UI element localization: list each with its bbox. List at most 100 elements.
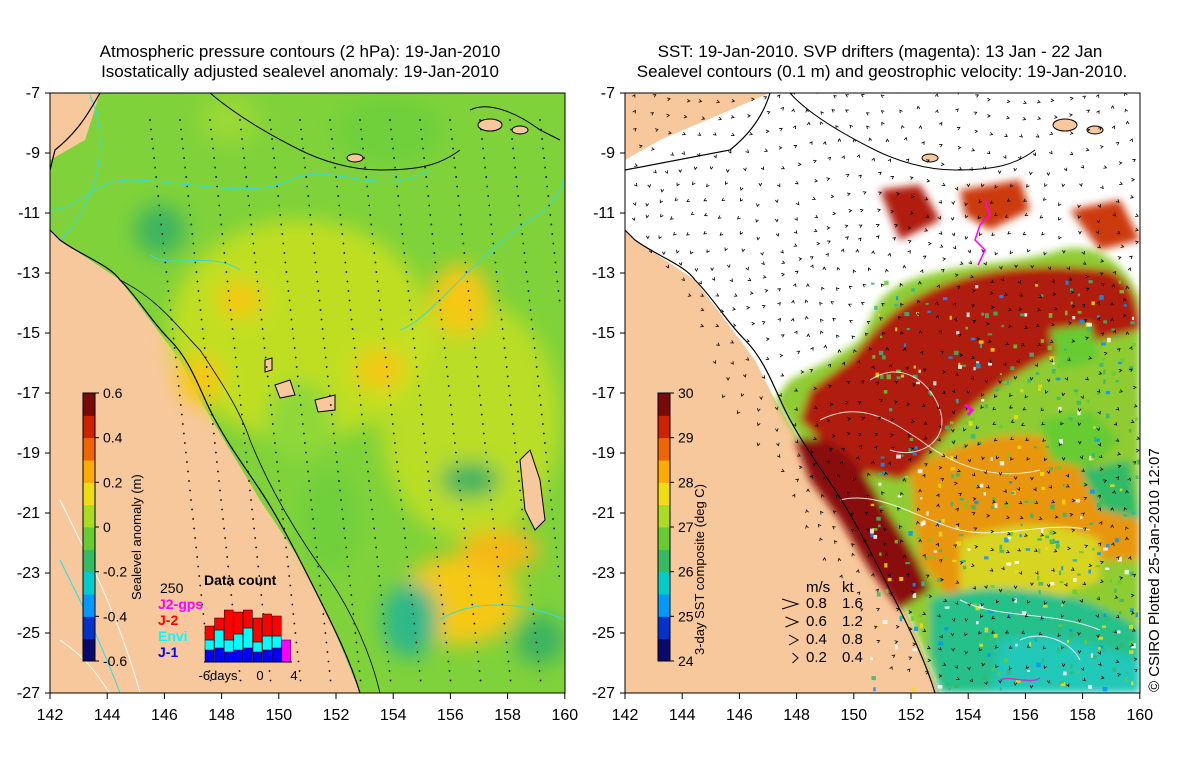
lon-tick-label: 148 (208, 707, 235, 724)
velocity-legend-ms: 0.4 (806, 631, 827, 648)
lon-tick-label: 142 (612, 707, 639, 724)
lon-tick-label: 144 (669, 707, 696, 724)
colorbar-segment (83, 549, 95, 573)
right-axes: -7 -9 -11 -13 -15 -17 -19 -21 -23 -25 -27 142 144 146… (592, 85, 1153, 724)
data-count-bar (252, 641, 263, 653)
colorbar-segment (658, 437, 670, 461)
colorbar-segment (83, 527, 95, 550)
lat-tick-label: -11 (18, 205, 40, 222)
lon-tick-label: 146 (726, 707, 753, 724)
lon-tick-label: 156 (437, 707, 464, 724)
lon-tick-label: 152 (323, 707, 350, 724)
data-count-legend-envi: Envi (158, 628, 188, 644)
lat-tick-label: -17 (592, 385, 615, 402)
lat-tick-label: -19 (17, 445, 40, 462)
svp-drifter-track (964, 403, 975, 416)
data-count-bar (271, 647, 282, 663)
colorbar-segment (658, 594, 670, 617)
velocity-legend-kt-header: kt (842, 579, 855, 596)
lat-tick-label: -9 (601, 145, 615, 162)
velocity-legend-ms-header: m/s (806, 579, 830, 596)
data-count-bar (223, 609, 234, 641)
lon-tick-label: 146 (151, 707, 178, 724)
data-count-bar (262, 649, 272, 663)
lat-tick-label: -27 (17, 685, 40, 702)
colorbar-tick-label: 0.4 (103, 430, 123, 446)
data-count-bar (223, 651, 234, 663)
lon-tick-label: 156 (1012, 707, 1039, 724)
data-count-bar (271, 615, 282, 637)
velocity-legend-arrow (781, 598, 800, 610)
colorbar-tick-label: 24 (678, 653, 694, 669)
lat-tick-label: -7 (601, 85, 615, 102)
lon-tick-label: 154 (955, 707, 982, 724)
data-count-bar (252, 651, 263, 663)
data-count-legend-j-1: J-1 (158, 644, 178, 660)
left-title-line2: Isostatically adjusted sealevel anomaly:… (101, 62, 499, 81)
lon-tick-label: 158 (494, 707, 521, 724)
lon-tick-label: 142 (37, 707, 64, 724)
lat-tick-label: -21 (17, 505, 40, 522)
velocity-legend-arrow (785, 616, 800, 628)
lat-tick-label: -13 (17, 265, 40, 282)
data-count-bar (223, 639, 234, 653)
left-axes: -7 -9 -11 -13 -15 -17 -19 -21 -23 -25 -27 142 144 146… (17, 85, 578, 724)
lat-tick-label: -25 (592, 625, 615, 642)
colorbar-segment (83, 393, 95, 416)
colorbar-segment (83, 638, 95, 662)
data-count-bar (271, 635, 282, 649)
colorbar-tick-label: 0 (103, 519, 111, 535)
colorbar-tick-label: 27 (678, 519, 694, 535)
data-count-bar (204, 639, 215, 651)
data-count-x-label: 0 (256, 668, 263, 683)
left-title-line1: Atmospheric pressure contours (2 hPa): 1… (99, 42, 501, 61)
right-title-line2: Sealevel contours (0.1 m) and geostrophi… (636, 62, 1128, 81)
copyright-text: © CSIRO Plotted 25-Jan-2010 12:07 (1146, 448, 1163, 692)
colorbar-tick-label: -0.2 (103, 564, 127, 580)
left-anomaly-patches (135, 95, 565, 665)
lon-tick-label: 150 (840, 707, 867, 724)
velocity-legend-ms: 0.6 (806, 613, 827, 630)
lat-tick-label: -27 (592, 685, 615, 702)
colorbar-segment (658, 504, 670, 528)
right-coastline (625, 93, 936, 693)
colorbar-tick-label: -0.6 (103, 653, 127, 669)
lat-tick-label: -19 (592, 445, 615, 462)
velocity-legend-arrow (788, 634, 800, 646)
lon-tick-label: 158 (1069, 707, 1096, 724)
colorbar-segment (658, 638, 670, 662)
velocity-legend-arrow (792, 652, 799, 664)
colorbar-segment (658, 482, 670, 506)
data-count-bar (252, 617, 263, 643)
right-map (625, 93, 1140, 693)
data-count-legend-j-2: J-2 (158, 612, 178, 628)
data-count-bar (233, 611, 244, 635)
colorbar-segment (658, 527, 670, 550)
colorbar-segment (83, 616, 95, 640)
colorbar-tick-label: 30 (678, 385, 694, 401)
lat-tick-label: -23 (592, 565, 615, 582)
data-count-title: Data count (204, 572, 277, 588)
colorbar-segment (658, 415, 670, 439)
lat-tick-label: -23 (17, 565, 40, 582)
sst-colorbar: 30 29 28 27 26 25 24 (657, 385, 694, 669)
data-count-bar (214, 647, 224, 663)
velocity-legend-kt: 0.4 (842, 649, 863, 666)
data-count-bar (233, 633, 244, 651)
data-count-bar (262, 613, 272, 637)
lon-tick-label: 160 (551, 707, 578, 724)
lat-tick-label: -21 (592, 505, 615, 522)
data-count-bar (214, 629, 224, 649)
velocity-legend-kt: 0.8 (842, 631, 863, 648)
lat-tick-label: -15 (592, 325, 615, 342)
velocity-legend-ms: 0.2 (806, 649, 827, 666)
data-count-bar (204, 625, 215, 641)
velocity-legend: m/s kt 0.8 1.60.6 1.20.4 0.80.2 0.4 (781, 579, 863, 666)
colorbar-segment (658, 460, 670, 483)
colorbar-segment (83, 437, 95, 461)
lon-tick-label: 148 (783, 707, 810, 724)
colorbar-tick-label: 28 (678, 474, 694, 490)
data-count-x-label: -6days (198, 668, 238, 683)
